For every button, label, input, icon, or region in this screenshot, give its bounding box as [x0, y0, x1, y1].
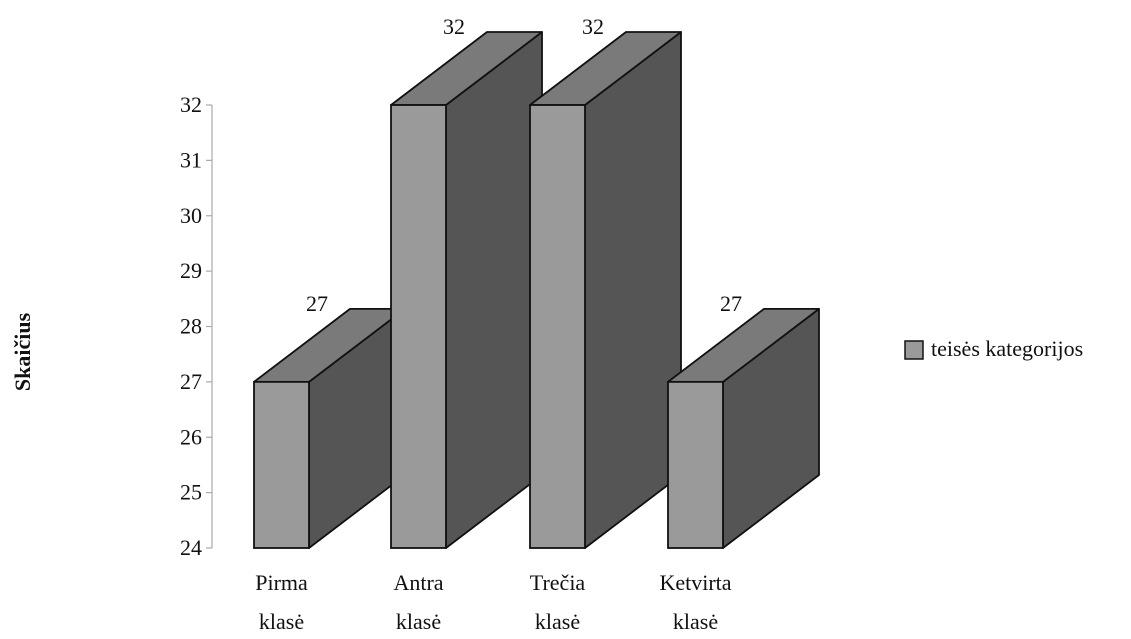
bar-side-face — [584, 31, 682, 549]
y-axis-label: Skaičius — [10, 312, 35, 391]
data-label: 27 — [306, 291, 328, 316]
bar — [253, 307, 406, 549]
bar-front-face — [390, 104, 447, 549]
bar — [529, 31, 682, 549]
category-label: Trečia klasė — [530, 570, 586, 634]
legend-label: teisės kategorijos — [931, 336, 1083, 361]
y-tick-label: 25 — [180, 480, 202, 505]
labels: 27 Pirma klasė 32 Antra klasė 32 Trečia klasė 27 K… — [255, 14, 742, 634]
category-label: Pirma klasė — [255, 570, 308, 634]
y-tick-label: 27 — [180, 369, 202, 394]
bars — [253, 31, 820, 549]
bar-front-face — [667, 380, 724, 549]
data-label: 32 — [582, 14, 604, 39]
bar-side-face — [445, 31, 543, 549]
legend-swatch — [904, 340, 924, 360]
y-tick-label: 28 — [180, 314, 202, 339]
category-label: Antra klasė — [393, 570, 443, 634]
category-label: Ketvirta klasė — [659, 570, 731, 634]
bar — [390, 31, 543, 549]
y-axis: 24 25 26 27 28 29 30 31 32 — [180, 92, 213, 560]
data-label: 27 — [720, 291, 742, 316]
y-tick-label: 24 — [180, 535, 202, 560]
bar — [667, 307, 820, 549]
y-tick-label: 32 — [180, 92, 202, 117]
y-tick-label: 31 — [180, 147, 202, 172]
legend: teisės kategorijos — [904, 336, 1083, 361]
bar-front-face — [253, 380, 310, 549]
bar-front-face — [529, 104, 586, 549]
data-label: 32 — [443, 14, 465, 39]
y-tick-label: 29 — [180, 258, 202, 283]
y-tick-label: 30 — [180, 203, 202, 228]
y-tick-label: 26 — [180, 424, 202, 449]
